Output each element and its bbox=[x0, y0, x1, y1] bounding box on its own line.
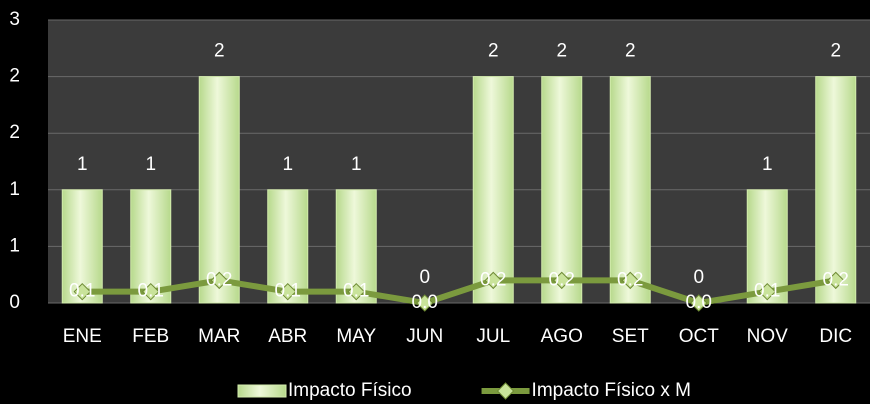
bar-value-label: 1 bbox=[762, 154, 773, 175]
bar-value-label: 2 bbox=[214, 41, 225, 62]
line-marker bbox=[279, 282, 297, 301]
line-value-label: 0.1 bbox=[343, 281, 369, 302]
y-tick-label: 0 bbox=[9, 292, 20, 313]
x-tick-label: AGO bbox=[541, 326, 583, 347]
bar bbox=[541, 76, 583, 304]
bar bbox=[609, 76, 651, 304]
bar-value-label: 1 bbox=[282, 154, 293, 175]
line-value-label: 0.0 bbox=[412, 292, 438, 313]
bar-value-label: 1 bbox=[77, 154, 88, 175]
y-tick-label: 2 bbox=[9, 66, 20, 87]
line-value-label: 0.2 bbox=[206, 269, 232, 290]
x-tick-label: ABR bbox=[268, 326, 307, 347]
bar-value-label: 0 bbox=[419, 267, 430, 288]
y-tick-label: 1 bbox=[9, 179, 20, 200]
line-marker bbox=[690, 294, 708, 312]
x-tick-label: ENE bbox=[63, 326, 102, 347]
legend-label: Impacto Físico bbox=[288, 380, 412, 401]
y-tick-label: 3 bbox=[9, 9, 20, 30]
bar-value-label: 0 bbox=[693, 267, 704, 288]
bar bbox=[198, 76, 240, 304]
line-marker bbox=[347, 282, 365, 301]
line bbox=[82, 277, 837, 306]
x-tick-label: JUL bbox=[476, 326, 510, 347]
line-marker bbox=[416, 294, 434, 312]
legend-label: Impacto Físico x M bbox=[532, 380, 691, 401]
bar bbox=[815, 76, 857, 304]
line-value-label: 0.2 bbox=[480, 269, 506, 290]
bar-value-label: 2 bbox=[830, 41, 841, 62]
line-value-label: 0.1 bbox=[69, 281, 95, 302]
line-value-label: 0.1 bbox=[754, 281, 780, 302]
line-value-label: 0.1 bbox=[138, 281, 164, 302]
bar-value-label: 1 bbox=[351, 154, 362, 175]
line-value-label: 0.2 bbox=[617, 269, 643, 290]
bar-value-label: 1 bbox=[145, 154, 156, 175]
line-value-label: 0.2 bbox=[549, 269, 575, 290]
x-tick-label: FEB bbox=[132, 326, 169, 347]
line-marker bbox=[484, 271, 502, 290]
line-marker bbox=[621, 271, 639, 290]
bar bbox=[472, 76, 514, 304]
bar-value-label: 2 bbox=[488, 41, 499, 62]
bar-value-label: 2 bbox=[625, 41, 636, 62]
x-tick-label: JUN bbox=[406, 326, 443, 347]
x-tick-label: MAR bbox=[198, 326, 240, 347]
x-tick-label: DIC bbox=[819, 326, 852, 347]
y-tick-label: 1 bbox=[9, 235, 20, 256]
line-value-label: 0.2 bbox=[823, 269, 849, 290]
legend-swatch bbox=[237, 384, 287, 398]
bar-value-label: 2 bbox=[556, 41, 567, 62]
line-marker bbox=[758, 282, 776, 301]
x-tick-label: SET bbox=[612, 326, 649, 347]
line-marker bbox=[73, 282, 91, 301]
x-tick-label: OCT bbox=[679, 326, 720, 347]
y-tick-label: 2 bbox=[9, 122, 20, 143]
legend-marker bbox=[496, 382, 515, 400]
line-value-label: 0.1 bbox=[275, 281, 301, 302]
line-value-label: 0.0 bbox=[686, 292, 712, 313]
line-marker bbox=[210, 271, 228, 290]
line-marker bbox=[553, 271, 571, 290]
x-tick-label: NOV bbox=[747, 326, 789, 347]
plot-area bbox=[48, 20, 870, 303]
x-tick-label: MAY bbox=[336, 326, 376, 347]
line-marker bbox=[827, 271, 845, 290]
line-marker bbox=[142, 282, 160, 301]
